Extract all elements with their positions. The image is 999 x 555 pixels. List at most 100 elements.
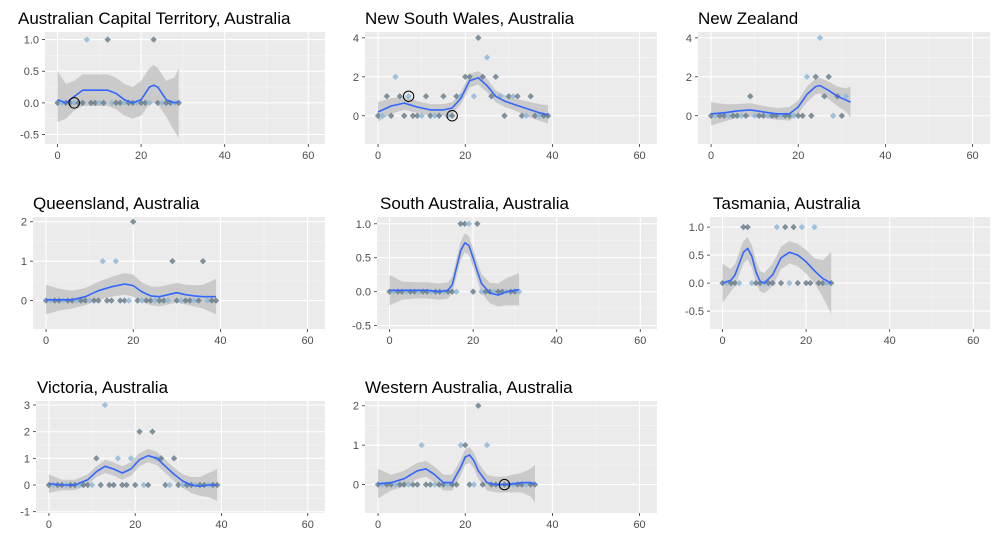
data-point [169,257,176,265]
data-point [514,93,521,100]
data-point [842,93,850,100]
data-point [91,99,99,107]
data-point [782,223,789,231]
facet-panel: 0 20 40 60 0 2 4 [353,32,657,162]
data-point [457,220,464,227]
data-point [418,112,425,119]
data-point [444,112,452,119]
data-point [511,288,519,295]
data-point [819,279,827,287]
facet-panel: 0 20 40 60 -0.5 0.0 0.5 1.0 [685,217,990,347]
data-point [716,112,723,119]
data-point [374,112,382,119]
data-point [143,297,150,304]
data-point [731,279,739,287]
data-point [523,112,530,119]
data-point [204,297,211,304]
data-point [461,220,468,227]
data-point [777,112,785,119]
data-point [453,93,460,100]
x-tick-label: 40 [214,335,226,347]
x-tick-label: 40 [546,150,558,162]
y-tick-label: 1 [353,440,359,452]
panel-background [710,217,990,329]
data-point [798,223,806,231]
facet-panel: 0 20 40 60 0 1 2 [21,217,325,347]
data-point [79,99,86,107]
data-point [479,73,486,80]
data-point [401,481,408,488]
x-tick-label: 0 [386,335,392,347]
data-point [175,481,182,489]
data-point [815,279,822,287]
data-point [536,112,543,119]
smooth-line [57,84,179,104]
data-point [396,93,404,100]
y-tick-label: 0 [353,480,359,492]
y-tick-label: 0 [21,296,27,308]
data-point [130,218,137,225]
data-point [160,297,167,304]
y-tick-label: 0.0 [24,98,39,110]
data-point [752,279,760,287]
x-tick-label: 0 [708,150,714,162]
data-point [123,481,130,489]
data-point [95,297,102,304]
data-point [116,297,124,304]
data-point [154,99,162,107]
y-tick-label: 0.5 [356,253,371,265]
x-tick-label: 20 [135,150,147,162]
facet-panel: 0 20 40 60 -0.5 0.0 0.5 1.0 [20,32,325,162]
data-point [101,401,109,409]
minor-grid [45,32,325,144]
data-point [470,93,478,100]
panel-background [365,32,657,144]
data-point [112,257,120,265]
plot-area [45,401,221,501]
data-point [119,481,126,489]
data-point [742,112,750,119]
data-point [83,36,90,43]
panel-background [36,401,325,513]
data-point [453,481,460,488]
data-point [418,441,425,449]
data-point [790,223,797,231]
major-grid [698,32,990,144]
facet-title: New South Wales, Australia [365,9,575,28]
data-point [755,112,763,119]
data-point [773,223,781,231]
data-point [195,297,202,304]
facet-title: Australian Capital Territory, Australia [18,9,291,28]
data-point [409,481,417,488]
data-point [492,73,499,80]
x-tick-label: 40 [215,519,227,531]
data-point [794,279,801,287]
data-point [387,112,395,119]
data-point [483,441,491,449]
data-point [132,481,139,489]
data-point [396,481,404,488]
x-tick-label: 60 [302,519,314,531]
data-point [170,455,178,462]
facet-panel: 0 20 40 60 0 2 4 [686,32,990,162]
x-tick-label: 0 [719,335,725,347]
facet-title: South Australia, Australia [380,194,570,213]
data-point [488,93,495,100]
y-tick-label: 0.0 [356,287,371,299]
x-tick-label: 0 [54,150,60,162]
y-tick-label: 2 [24,427,30,439]
data-point [756,279,764,287]
data-point [435,481,443,488]
data-point [114,455,122,462]
y-tick-label: 2 [21,217,27,229]
x-tick-label: 60 [967,335,979,347]
data-point [751,112,758,119]
data-point [392,73,399,80]
confidence-ribbon [57,64,179,138]
data-point [150,36,157,43]
data-point [71,99,78,107]
plot-area [42,218,220,315]
y-tick-label: 0 [686,111,692,123]
data-point [825,73,832,80]
smooth-line [48,454,218,488]
